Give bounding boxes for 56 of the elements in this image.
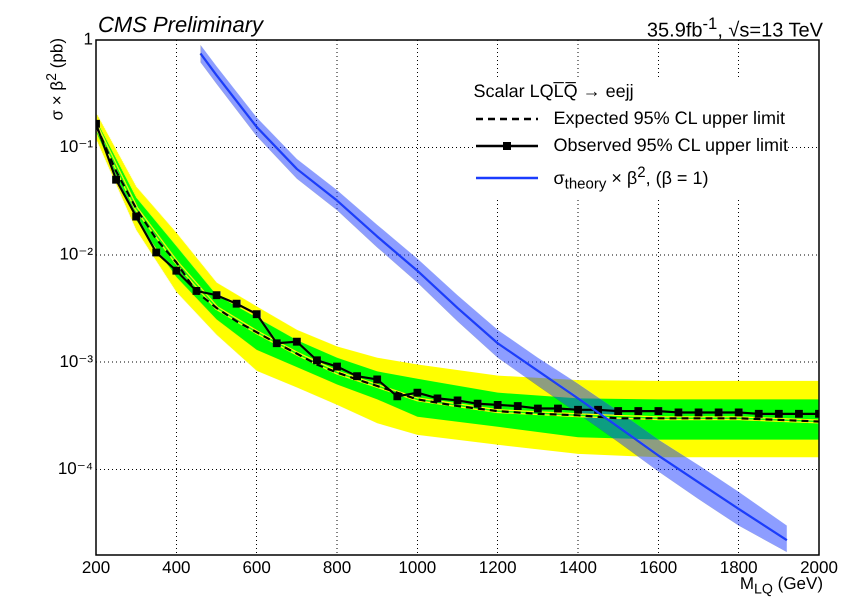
x-tick-label: 1200 [478,558,517,577]
point [333,362,341,370]
point [172,266,180,275]
x-tick-label: 800 [322,558,352,577]
point [554,404,562,412]
x-tick-label: 1800 [720,558,758,577]
point [252,310,261,318]
legend-title: Scalar LQL̅Q̅ → eejj [474,80,635,103]
point [514,402,522,410]
point [212,291,220,300]
point [674,408,682,416]
x-tick-label: 1600 [639,558,678,577]
x-tick-label: 1000 [398,558,436,577]
point [353,372,362,380]
point [754,410,763,418]
x-tick-label: 400 [162,558,191,577]
point [614,407,622,416]
legend-label: σ$_{theory}$ × β$^{2}$, (β = 1) [554,163,708,195]
y-tick-label: 10⁻³ [59,352,94,371]
annotation: 35.9fb$^{-1}$, √s=13 TeV [646,14,823,43]
point [694,408,702,416]
point [132,212,140,220]
point [794,410,803,418]
x-tick-label: 2000 [800,558,838,577]
point [373,376,382,384]
chart-title: CMS Preliminary [98,12,264,38]
point [654,407,662,416]
point [454,396,462,404]
point [474,400,482,408]
x-axis-title: M$_{LQ}$ (GeV) [740,574,823,598]
point [312,356,321,364]
point [192,287,200,295]
point [292,338,301,346]
x-tick-label: 600 [242,558,271,577]
y-tick-label: 1 [84,30,93,49]
point [494,400,502,409]
point [413,388,422,397]
y-tick-label: 10⁻⁴ [58,459,93,478]
legend-label: Expected 95% CL upper limit [554,107,785,130]
x-tick-label: 1400 [559,558,597,577]
point [232,300,241,308]
point [574,406,582,414]
y-tick-label: 10⁻² [59,244,94,264]
x-tick-label: 200 [82,558,110,577]
legend-label: Observed 95% CL upper limit [554,134,788,157]
point [534,404,542,412]
point [272,339,281,348]
point [634,407,642,416]
point [393,392,402,400]
y-tick-label: 10⁻¹ [59,137,94,156]
point [152,248,160,256]
point [734,408,743,416]
point [433,394,442,402]
point [714,408,723,416]
point [112,176,120,184]
point [774,410,783,418]
